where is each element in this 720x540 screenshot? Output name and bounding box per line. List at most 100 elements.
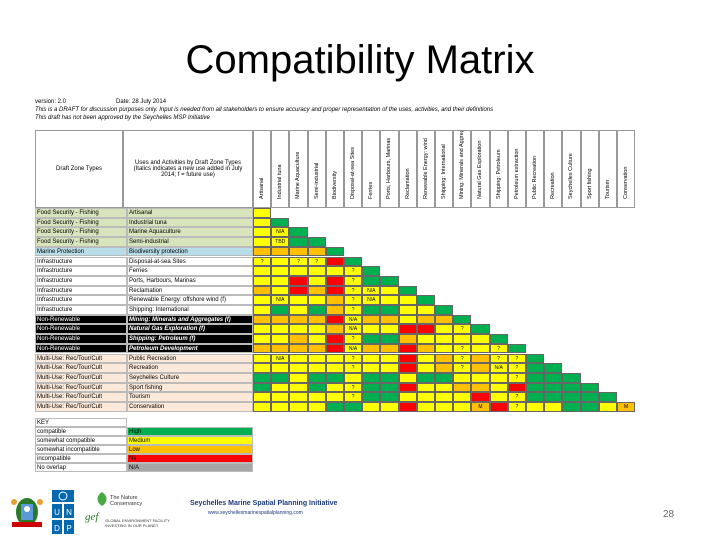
matrix-cell bbox=[344, 402, 363, 412]
matrix-cell bbox=[507, 382, 526, 393]
column-header: Mining: Minerals and Aggregates bbox=[453, 130, 472, 208]
column-header: Natural Gas Exploration bbox=[471, 130, 490, 208]
matrix-cell bbox=[362, 275, 381, 286]
matrix-cell bbox=[289, 275, 308, 286]
matrix-cell bbox=[289, 295, 308, 305]
column-header: Tourism bbox=[598, 130, 617, 208]
key-swatch: Medium bbox=[127, 435, 253, 445]
matrix-cell bbox=[435, 324, 454, 335]
matrix-cell bbox=[562, 392, 581, 402]
matrix-cell bbox=[289, 343, 308, 354]
matrix-cell bbox=[380, 275, 399, 286]
matrix-cell bbox=[289, 285, 308, 296]
matrix-cell bbox=[253, 334, 272, 344]
matrix-cell bbox=[289, 266, 308, 276]
matrix-cell bbox=[416, 343, 435, 354]
matrix-cell: ? bbox=[489, 343, 508, 354]
matrix-cell bbox=[289, 324, 308, 335]
uses-header: Uses and Activities by Draft Zone Types … bbox=[123, 130, 253, 208]
tnc-logo-text: The Nature Conservancy bbox=[110, 495, 143, 507]
matrix-cell bbox=[253, 246, 272, 257]
matrix-cell: ? bbox=[344, 285, 363, 296]
matrix-cell bbox=[398, 314, 417, 325]
matrix-cell bbox=[271, 266, 290, 276]
column-header: Public Recreation bbox=[526, 130, 545, 208]
zone-type-cell: Infrastructure bbox=[35, 266, 127, 276]
matrix-cell bbox=[344, 256, 363, 267]
matrix-cell bbox=[380, 305, 399, 315]
initiative-url[interactable]: www.seychellesmarinespatialplanning.com bbox=[208, 510, 303, 516]
matrix-cell bbox=[544, 372, 563, 383]
matrix-cell bbox=[307, 275, 326, 286]
matrix-cell bbox=[398, 382, 417, 393]
matrix-cell bbox=[489, 372, 508, 383]
column-header: Artisanal bbox=[253, 130, 272, 208]
zone-type-cell: Multi-Use: Rec/Tour/Cult bbox=[35, 392, 127, 402]
matrix-cell bbox=[562, 382, 581, 393]
page-number: 28 bbox=[663, 509, 675, 520]
use-activity-cell: Artisanal bbox=[127, 208, 253, 218]
matrix-cell bbox=[489, 382, 508, 393]
zone-type-cell: Non-Renewable bbox=[35, 314, 127, 325]
matrix-cell bbox=[580, 392, 599, 402]
svg-text:U: U bbox=[54, 508, 60, 517]
matrix-cell bbox=[380, 392, 399, 402]
matrix-cell bbox=[307, 343, 326, 354]
column-header: Sport fishing bbox=[580, 130, 599, 208]
matrix-cell bbox=[271, 363, 290, 373]
matrix-cell bbox=[271, 314, 290, 325]
use-activity-cell: Shipping: International bbox=[127, 305, 253, 315]
matrix-cell: ? bbox=[344, 334, 363, 344]
matrix-cell bbox=[289, 237, 308, 247]
matrix-cell bbox=[453, 402, 472, 412]
matrix-cell bbox=[453, 372, 472, 383]
undp-logo-icon: U N D P bbox=[52, 490, 74, 534]
matrix-cell bbox=[544, 363, 563, 373]
column-header: Reclamation bbox=[398, 130, 417, 208]
column-header: Ferries bbox=[362, 130, 381, 208]
use-activity-cell: Sport fishing bbox=[127, 382, 253, 393]
matrix-cell bbox=[325, 256, 344, 267]
matrix-cell bbox=[307, 324, 326, 335]
matrix-cell bbox=[580, 402, 599, 412]
matrix-cell bbox=[307, 305, 326, 315]
matrix-cell bbox=[362, 314, 381, 325]
matrix-cell bbox=[307, 382, 326, 393]
matrix-cell bbox=[271, 324, 290, 335]
matrix-cell bbox=[271, 217, 290, 228]
use-activity-cell: Natural Gas Exploration (f) bbox=[127, 324, 253, 335]
matrix-cell: ? bbox=[507, 372, 526, 383]
matrix-cell: ? bbox=[253, 256, 272, 267]
matrix-cell bbox=[416, 382, 435, 393]
matrix-cell bbox=[453, 314, 472, 325]
matrix-cell bbox=[526, 372, 545, 383]
matrix-cell bbox=[307, 295, 326, 305]
column-header: Renewable Energy: wind bbox=[416, 130, 435, 208]
matrix-cell bbox=[562, 372, 581, 383]
matrix-cell: ? bbox=[344, 295, 363, 305]
compatibility-matrix: version: 2.0 Date: 28 July 2014 This is a… bbox=[35, 98, 636, 479]
matrix-cell: M bbox=[617, 402, 636, 412]
matrix-cell bbox=[435, 343, 454, 354]
use-activity-cell: Recreation bbox=[127, 363, 253, 373]
key-swatch: High bbox=[127, 426, 253, 436]
use-activity-cell: Biodiversity protection bbox=[127, 246, 253, 257]
initiative-name: Seychelles Marine Spatial Planning Initi… bbox=[190, 500, 338, 507]
matrix-cell bbox=[471, 343, 490, 354]
matrix-cell bbox=[253, 372, 272, 383]
matrix-cell: ? bbox=[344, 266, 363, 276]
use-activity-cell: Renewable Energy: offshore wind (f) bbox=[127, 295, 253, 305]
matrix-cell: N/A bbox=[344, 324, 363, 335]
matrix-cell: ? bbox=[453, 343, 472, 354]
matrix-cell bbox=[271, 246, 290, 257]
zone-type-cell: Infrastructure bbox=[35, 256, 127, 267]
matrix-cell: ? bbox=[344, 392, 363, 402]
zone-type-cell: Multi-Use: Rec/Tour/Cult bbox=[35, 372, 127, 383]
matrix-cell bbox=[325, 353, 344, 364]
svg-text:P: P bbox=[66, 524, 71, 533]
matrix-cell: ? bbox=[344, 275, 363, 286]
svg-text:D: D bbox=[54, 524, 60, 533]
matrix-cell bbox=[398, 353, 417, 364]
matrix-cell bbox=[362, 324, 381, 335]
matrix-cell bbox=[253, 392, 272, 402]
